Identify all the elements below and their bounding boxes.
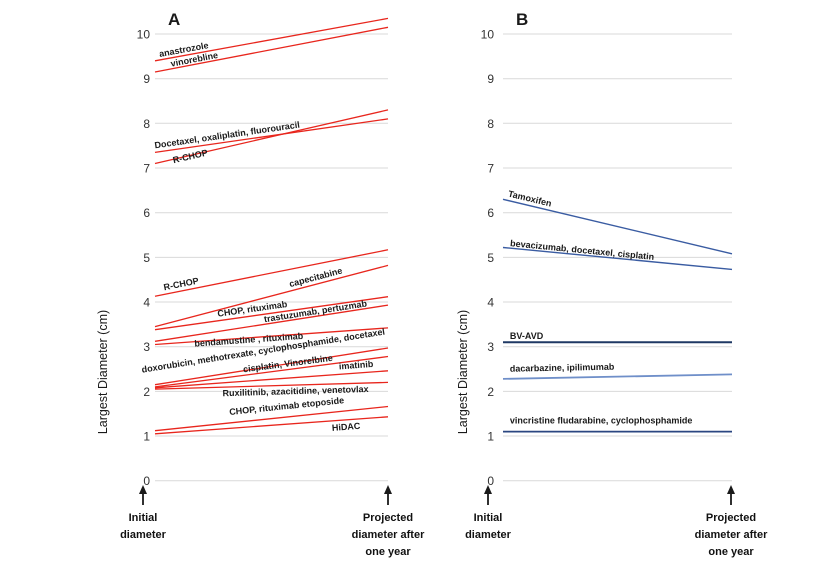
series-line: [154, 17, 389, 62]
series-line: [154, 355, 389, 388]
series-line: [154, 304, 389, 342]
series-line: [502, 198, 733, 255]
y-tick-label: 9: [487, 72, 494, 86]
series-line: [154, 264, 389, 328]
y-tick-label: 0: [487, 474, 494, 488]
up-arrow-icon: [139, 485, 147, 494]
y-tick-label: 0: [143, 474, 150, 488]
x-axis-end-label: Projected diameter after one year: [352, 512, 425, 558]
series-line: [154, 381, 389, 390]
series-label: CHOP, rituximab etoposide: [229, 395, 345, 417]
series-label: capecitabine: [288, 266, 343, 290]
y-tick-label: 5: [487, 251, 494, 265]
y-tick-label: 8: [487, 117, 494, 131]
series-label: bevacizumab, docetaxel, cisplatin: [510, 238, 655, 262]
y-tick-label: 4: [143, 296, 150, 310]
y-tick-label: 10: [481, 28, 495, 42]
up-arrow-icon: [727, 485, 735, 494]
series-label: HiDAC: [332, 421, 362, 433]
series-label: R-CHOP: [172, 148, 209, 166]
y-tick-label: 1: [143, 430, 150, 444]
series-label: dacarbazine, ipilimumab: [510, 362, 615, 374]
series-line: [502, 246, 733, 271]
series-line: [154, 416, 389, 435]
y-tick-label: 6: [143, 206, 150, 220]
y-tick-label: 9: [143, 72, 150, 86]
series-line: [154, 249, 389, 297]
y-tick-label: 1: [487, 430, 494, 444]
panel-title: B: [516, 10, 528, 29]
y-tick-label: 7: [487, 162, 494, 176]
series-line: [154, 118, 389, 154]
up-arrow-icon: [384, 485, 392, 494]
series-line: [154, 296, 389, 331]
x-axis-start-label: Initial diameter: [465, 512, 512, 541]
y-axis-title: Largest Diameter (cm): [456, 310, 470, 434]
series-line: [154, 347, 389, 386]
panel-title: A: [168, 10, 180, 29]
series-line: [154, 370, 389, 389]
x-axis-end-label: Projected diameter after one year: [695, 512, 768, 558]
y-axis-title: Largest Diameter (cm): [96, 310, 110, 434]
series-line: [154, 405, 389, 432]
y-tick-label: 3: [487, 340, 494, 354]
x-axis-start-label: Initial diameter: [120, 512, 167, 541]
up-arrow-icon: [484, 485, 492, 494]
series-line: [154, 26, 389, 73]
series-label: BV-AVD: [510, 331, 544, 341]
y-tick-label: 2: [487, 385, 494, 399]
y-tick-label: 6: [487, 206, 494, 220]
y-tick-label: 4: [487, 296, 494, 310]
series-label: vincristine fludarabine, cyclophosphamid…: [510, 416, 693, 426]
series-line: [154, 109, 389, 165]
series-label: R-CHOP: [163, 276, 200, 293]
series-line: [154, 327, 389, 346]
series-label: imatinib: [339, 359, 375, 372]
y-tick-label: 10: [137, 28, 151, 42]
y-tick-label: 7: [143, 162, 150, 176]
y-tick-label: 5: [143, 251, 150, 265]
y-tick-label: 3: [143, 340, 150, 354]
y-tick-label: 8: [143, 117, 150, 131]
series-line: [502, 373, 733, 380]
y-tick-label: 2: [143, 385, 150, 399]
series-label: Ruxilitinib, azacitidine, venetovlax: [222, 384, 368, 398]
